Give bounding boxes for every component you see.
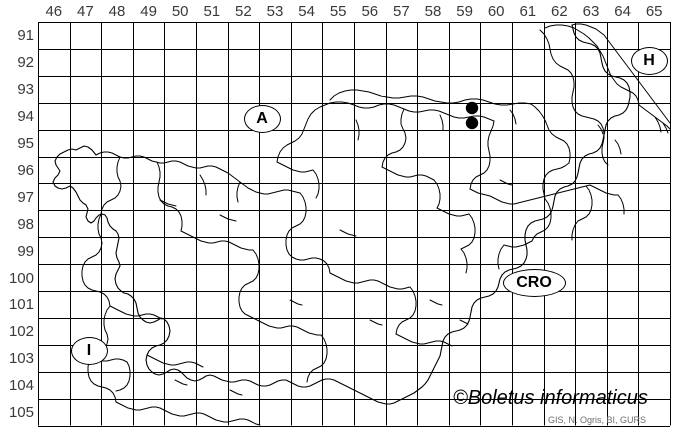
country-tag-label: CRO [516,274,552,291]
x-axis-tick-label: 52 [235,3,252,20]
x-axis-tick-label: 61 [519,3,537,20]
x-axis-tick-label: 57 [393,3,410,20]
y-axis-tick-label: 100 [8,269,34,287]
y-axis-tick-label: 96 [17,161,34,179]
occurrence-dot [465,101,479,115]
y-axis-tick-label: 99 [17,242,34,260]
occurrence-markers [465,101,479,130]
country-boundaries [52,23,671,426]
x-axis-tick-label: 48 [108,3,126,20]
y-axis-tick-label: 95 [17,135,34,153]
occurrence-dot [465,116,479,130]
country-tag-label: I [86,342,92,359]
x-axis-tick-label: 54 [298,3,315,20]
x-axis-tick-label: 63 [582,3,600,20]
y-axis-tick-label: 93 [17,81,34,99]
coordinate-grid [37,21,672,428]
y-axis-tick-label: 102 [8,323,34,341]
y-axis-tick-label: 92 [17,54,34,72]
copyright-label: ©Boletus informaticus [453,387,648,409]
country-tag-label: H [643,52,655,69]
y-axis-tick-label: 94 [17,108,34,126]
country-tag-a: A [243,105,281,133]
x-axis-tick-label: 64 [614,3,631,20]
y-axis-tick-label: 101 [8,296,34,314]
y-axis-tick-label: 98 [17,215,34,233]
x-axis-tick-label: 55 [329,3,347,20]
y-axis-tick-label: 103 [8,350,34,368]
x-axis-tick-label: 47 [77,3,94,20]
country-tag-i: I [70,337,108,365]
x-axis-tick-label: 56 [361,3,379,20]
y-axis-tick-label: 91 [17,27,34,45]
x-axis-tick-label: 46 [45,3,63,20]
country-tag-cro: CRO [502,269,566,297]
country-tag-label: A [256,110,268,127]
x-axis-tick-label: 62 [551,3,568,20]
x-axis-tick-label: 60 [487,3,505,20]
country-tag-h: H [630,47,668,75]
x-axis-tick-label: 59 [456,3,473,20]
x-axis-tick-label: 49 [140,3,157,20]
x-axis-tick-label: 50 [171,3,189,20]
y-axis-tick-label: 104 [8,377,34,395]
x-axis-tick-label: 65 [645,3,663,20]
x-axis-tick-label: 51 [203,3,221,20]
y-axis-tick-label: 105 [8,404,34,422]
y-axis-tick-label: 97 [17,188,34,206]
credits-label: GIS, N. Ogris, BI, GURS [548,415,647,425]
x-axis-tick-label: 58 [424,3,442,20]
x-axis-tick-label: 53 [266,3,284,20]
